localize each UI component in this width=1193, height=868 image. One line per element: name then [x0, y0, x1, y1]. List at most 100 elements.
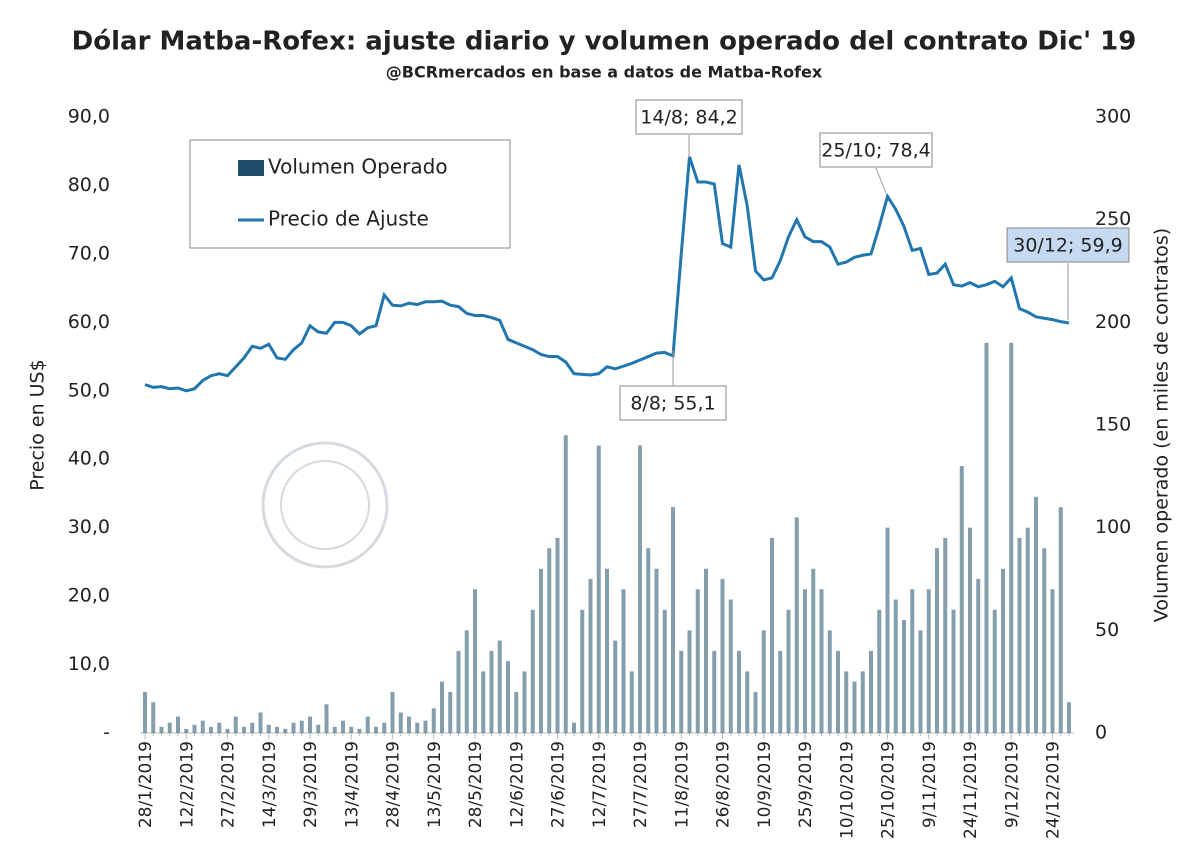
- annotation: 25/10; 78,4: [821, 140, 931, 162]
- x-tick-label: 11/8/2019: [672, 741, 692, 828]
- volume-bar: [671, 507, 675, 733]
- x-tick-label: 13/5/2019: [425, 741, 445, 828]
- x-tick-label: 27/2/2019: [219, 741, 239, 828]
- y2-tick-label: 250: [1095, 208, 1131, 230]
- volume-bar: [398, 712, 403, 733]
- price-line: [144, 156, 1070, 393]
- y-tick-label: 90,0: [68, 106, 110, 128]
- y-axis-label: Precio en US$: [27, 359, 49, 490]
- volume-bar: [935, 548, 939, 733]
- x-tick-label: 14/3/2019: [260, 741, 280, 828]
- volume-bar: [613, 640, 618, 733]
- volume-bar: [605, 568, 609, 733]
- volume-bar: [440, 681, 444, 733]
- volume-bar: [638, 445, 642, 733]
- x-tick-label: 9/12/2019: [1002, 741, 1022, 828]
- volume-bar: [654, 568, 659, 733]
- y-tick-label: 60,0: [68, 311, 110, 333]
- annotation: 30/12; 59,9: [1013, 235, 1123, 257]
- volume-bar: [877, 609, 882, 733]
- legend-swatch: [238, 160, 264, 176]
- volume-bar: [885, 527, 890, 733]
- volume-bar: [827, 630, 832, 733]
- volume-bar: [959, 466, 964, 733]
- annotation: 14/8; 84,2: [640, 107, 737, 129]
- volume-bar: [679, 650, 684, 733]
- volume-bar: [811, 568, 816, 733]
- volume-bar: [629, 671, 634, 733]
- volume-bar: [844, 671, 849, 733]
- y2-tick-label: 100: [1095, 516, 1131, 538]
- annotation-box: [1006, 227, 1130, 263]
- volume-bar: [803, 589, 807, 733]
- y2-axis-label: Volumen operado (en miles de contratos): [1151, 228, 1173, 622]
- volume-bar: [1067, 702, 1071, 733]
- volume-bar: [176, 716, 180, 733]
- volume-bar: [1042, 548, 1047, 733]
- volume-bar: [1050, 589, 1055, 733]
- volume-bar: [1058, 507, 1063, 733]
- watermark-ring: [261, 441, 389, 569]
- x-tick-label: 24/12/2019: [1044, 741, 1064, 839]
- y-tick-label: 70,0: [68, 242, 110, 264]
- volume-bar: [316, 724, 321, 733]
- volume-bar: [456, 650, 461, 733]
- y2-tick-label: 200: [1095, 311, 1131, 333]
- volume-bar: [217, 722, 222, 733]
- volume-bar: [852, 681, 857, 733]
- volume-bar: [514, 691, 519, 733]
- x-tick-label: 10/10/2019: [837, 741, 857, 839]
- y-tick-label: 30,0: [68, 516, 110, 538]
- volume-bar: [547, 548, 552, 733]
- y2-tick-label: 150: [1095, 414, 1131, 436]
- volume-bar: [266, 724, 271, 733]
- volume-bar: [143, 691, 147, 733]
- volume-bar: [753, 691, 758, 733]
- annotation-box: [635, 99, 743, 135]
- volume-bar: [382, 722, 387, 733]
- volume-bar: [299, 720, 304, 733]
- volume-bar: [365, 716, 370, 733]
- volume-bar: [621, 589, 626, 733]
- volume-bar: [250, 722, 255, 733]
- volume-bar: [167, 722, 172, 733]
- annotation-box: [819, 132, 933, 168]
- annotation-box: [619, 385, 727, 421]
- x-tick-label: 25/10/2019: [879, 741, 899, 839]
- volume-bar: [761, 630, 766, 733]
- x-tick-label: 12/2/2019: [177, 741, 197, 828]
- x-tick-label: 10/9/2019: [755, 741, 775, 828]
- x-tick-label: 12/7/2019: [590, 741, 610, 828]
- volume-bar: [794, 517, 799, 733]
- y2-tick-label: 300: [1095, 106, 1131, 128]
- x-tick-label: 12/6/2019: [507, 741, 527, 828]
- volume-bar: [984, 342, 989, 733]
- volume-bar: [695, 589, 700, 733]
- volume-bar: [209, 726, 213, 733]
- y-tick-label: 40,0: [68, 448, 110, 470]
- volume-bar: [184, 728, 189, 733]
- volume-bar: [902, 620, 906, 733]
- volume-bar: [489, 650, 494, 733]
- volume-bar: [332, 726, 337, 733]
- chart-subtitle: @BCRmercados en base a datos de Matba-Ro…: [386, 63, 823, 82]
- volume-bar: [596, 445, 601, 733]
- y-tick-label: 50,0: [68, 379, 110, 401]
- volume-bar: [778, 650, 783, 733]
- y2-tick-label: 0: [1095, 722, 1107, 744]
- volume-bar: [687, 630, 692, 733]
- volume-bar: [407, 716, 411, 733]
- legend: Volumen Operado Precio de Ajuste: [189, 139, 511, 249]
- volume-bar: [968, 527, 972, 733]
- volume-bar: [869, 650, 873, 733]
- volume-bar: [860, 671, 865, 733]
- volume-bar: [530, 609, 535, 733]
- volume-bar: [770, 537, 774, 733]
- volume-bar: [819, 589, 824, 733]
- volume-bar: [1034, 496, 1038, 733]
- legend-label: Volumen Operado: [268, 155, 448, 179]
- volume-bar: [390, 691, 395, 733]
- volume-bar: [464, 630, 469, 733]
- x-tick-label: 29/3/2019: [301, 741, 321, 828]
